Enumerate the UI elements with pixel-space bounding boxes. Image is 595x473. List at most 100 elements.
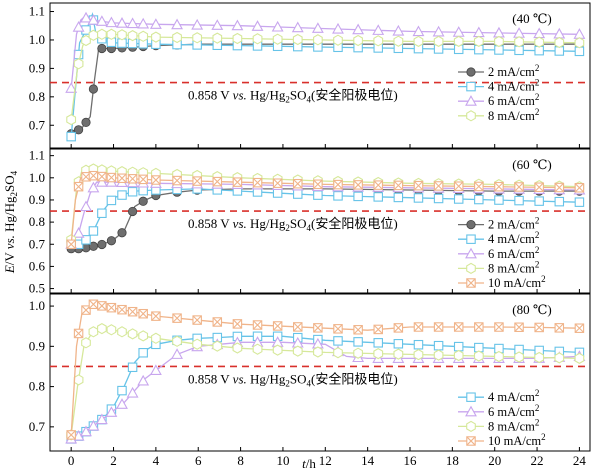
data-point [97, 322, 107, 335]
data-point [232, 319, 243, 329]
x-tick-label: 24 [573, 453, 587, 468]
data-point [413, 348, 424, 361]
data-point-cross [172, 313, 182, 323]
data-point [66, 113, 77, 126]
legend-label-text: 8 mA/cm [488, 419, 535, 433]
data-point [138, 348, 148, 358]
data-point [333, 347, 343, 359]
data-point [138, 174, 148, 185]
legend-marker [465, 95, 477, 106]
data-point [453, 341, 464, 352]
data-point [393, 348, 404, 360]
data-point [105, 16, 118, 28]
legend-item-6-ma: 6 mA/cm2 [458, 403, 539, 419]
legend-marker [466, 110, 476, 122]
data-point-cross [373, 180, 383, 190]
legend-marker [466, 262, 476, 275]
data-point [272, 321, 283, 331]
y-tick-label: 0.8 [29, 379, 45, 394]
legend-label-sup: 2 [535, 78, 540, 88]
annotation-s4: 4 [307, 378, 312, 388]
temperature-label: (80 ℃) [512, 302, 551, 317]
data-point-cross [172, 175, 182, 186]
data-point [494, 195, 504, 205]
data-point-cross [413, 181, 424, 191]
data-point [453, 349, 464, 362]
panel-3: 0.70.80.91.00 2 4 6 8 10 12 14 16 18 20 22 240.858 V… [29, 293, 591, 468]
data-point-cross [212, 177, 222, 187]
data-point [514, 351, 524, 363]
data-point-cross [554, 323, 564, 333]
y-axis-title-so: SO [2, 175, 17, 192]
legend-label-text: 4 mA/cm [488, 390, 535, 404]
legend-marker [466, 220, 476, 230]
data-point [352, 23, 365, 35]
data-point [172, 313, 182, 323]
legend-item-2-ma: 2 mA/cm2 [458, 63, 539, 79]
data-point [271, 20, 284, 32]
data-point [149, 364, 162, 376]
data-point [372, 24, 385, 35]
data-point-cross [73, 328, 84, 339]
data-point [138, 196, 148, 206]
series-8-ma [66, 322, 585, 441]
data-point [272, 178, 283, 188]
legend-item-8-ma: 8 mA/cm2 [458, 107, 539, 123]
data-point [232, 177, 243, 187]
legend-marker-cross [466, 436, 476, 446]
data-point [138, 185, 148, 196]
data-point-cross [252, 178, 263, 188]
legend-label-sup: 2 [535, 216, 540, 226]
x-axis-title: t/h [302, 456, 316, 471]
legend-label-sup: 2 [535, 92, 540, 102]
annotation-v: 0.858 V [188, 88, 233, 103]
y-axis-title: E/V vs. Hg/Hg2SO4 [2, 170, 19, 274]
data-point [514, 322, 524, 332]
data-point [95, 413, 108, 425]
data-point [81, 117, 91, 128]
legend-label-sup: 2 [535, 107, 540, 117]
annotation-so: SO [290, 216, 307, 231]
data-point [393, 192, 404, 203]
annotation-s4: 4 [307, 95, 312, 105]
x-tick-label: 22 [531, 453, 544, 468]
data-point [413, 180, 424, 191]
x-tick-label: 8 [237, 453, 244, 468]
reference-annotation: 0.858 V vs. Hg/Hg2SO4(安全阳极电位) [188, 371, 398, 388]
data-point [88, 29, 99, 41]
legend-item-4-ma: 4 mA/cm2 [458, 388, 539, 404]
data-point [313, 190, 323, 200]
data-point-cross [212, 317, 222, 327]
y-tick-label: 1.1 [29, 4, 45, 19]
legend-label: 6 mA/cm2 [488, 403, 539, 419]
data-point-cross [106, 172, 117, 183]
data-point [87, 419, 100, 431]
data-point [97, 239, 107, 250]
data-point-cross [151, 311, 161, 321]
legend-marker [465, 247, 477, 259]
data-point [251, 20, 264, 31]
data-point [433, 193, 444, 204]
legend-label: 8 mA/cm2 [488, 417, 539, 433]
legend-marker [466, 234, 476, 244]
data-point-cross [494, 322, 504, 332]
data-point [393, 180, 404, 191]
x-tick-label: 10 [276, 453, 289, 468]
data-point [192, 315, 202, 325]
y-tick-label: 0.7 [29, 117, 46, 132]
data-point [117, 29, 127, 41]
data-point-cross [514, 182, 524, 192]
annotation-s2: 2 [285, 223, 290, 233]
data-point [97, 208, 107, 218]
series-10-ma [66, 299, 585, 440]
legend-item-6-ma: 6 mA/cm2 [458, 245, 539, 261]
x-tick-label: 14 [361, 453, 375, 468]
data-point [453, 35, 464, 48]
data-point [127, 306, 138, 317]
legend-item-4-ma: 4 mA/cm2 [458, 230, 539, 246]
data-point-cross [373, 324, 383, 335]
legend-item-4-ma: 4 mA/cm2 [458, 78, 539, 94]
data-point-cross [353, 325, 363, 335]
y-tick-label: 0.5 [29, 281, 45, 296]
legend-label: 2 mA/cm2 [488, 63, 539, 79]
